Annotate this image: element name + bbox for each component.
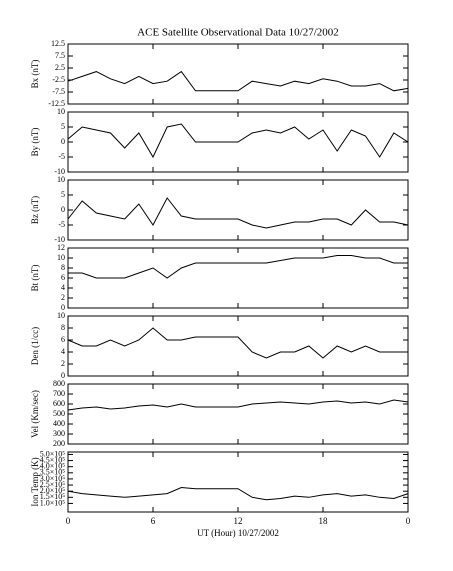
y-tick-label: 12 xyxy=(57,243,65,252)
y-tick-label: 4 xyxy=(61,283,65,292)
y-tick-label: 4.5×10⁵ xyxy=(40,455,66,464)
y-tick-label: -12.5 xyxy=(48,99,65,108)
y-axis-label: Bz (nT) xyxy=(30,196,40,224)
y-tick-label: 6 xyxy=(61,273,65,282)
y-tick-label: 1.5×10⁵ xyxy=(40,492,66,501)
y-tick-label: 5 xyxy=(61,122,65,131)
data-line xyxy=(67,327,408,359)
data-line xyxy=(68,255,408,279)
y-tick-label: 2.0×10⁵ xyxy=(40,486,66,495)
y-tick-label: 7.5 xyxy=(55,51,65,60)
chart-title: ACE Satellite Observational Data 10/27/2… xyxy=(137,27,339,39)
y-tick-label: 0 xyxy=(61,303,65,312)
y-tick-label: 4 xyxy=(61,347,65,356)
x-axis-label: UT (Hour) 10/27/2002 xyxy=(197,528,279,538)
data-line xyxy=(67,123,409,159)
y-tick-label: 200 xyxy=(53,439,65,448)
y-tick-label: 3.5×10⁵ xyxy=(40,468,66,477)
y-tick-label: 2.5×10⁵ xyxy=(40,480,66,489)
y-tick-label: 2 xyxy=(61,293,65,302)
x-tick-label: 12 xyxy=(234,516,243,526)
y-axis-label: Bx (nT) xyxy=(30,60,40,89)
y-tick-label: 10 xyxy=(57,253,65,262)
data-line xyxy=(67,197,409,229)
y-tick-label: 12.5 xyxy=(51,39,65,48)
data-line xyxy=(67,70,409,92)
y-tick-label: 0 xyxy=(61,205,65,214)
y-tick-label: 6 xyxy=(61,335,65,344)
x-tick-label: 6 xyxy=(151,516,156,526)
y-tick-label: 10 xyxy=(57,175,65,184)
y-tick-label: -2.5 xyxy=(52,75,65,84)
y-tick-label: 2.5 xyxy=(55,63,65,72)
y-tick-label: -5 xyxy=(58,220,65,229)
y-tick-label: 10 xyxy=(57,107,65,116)
y-tick-label: 0 xyxy=(61,371,65,380)
y-tick-label: 0 xyxy=(61,137,65,146)
y-tick-label: 500 xyxy=(53,409,65,418)
y-axis-label: By (nT) xyxy=(30,128,40,157)
y-tick-label: 3.0×10⁵ xyxy=(40,474,66,483)
y-tick-label: -5 xyxy=(58,152,65,161)
y-tick-label: 700 xyxy=(53,389,65,398)
data-line xyxy=(67,487,409,501)
y-axis-label: Vel (Km/sec) xyxy=(30,390,40,438)
y-axis-label: Bt (nT) xyxy=(30,265,40,292)
y-axis-label: Ion Temp (K) xyxy=(30,457,40,506)
y-tick-label: -10 xyxy=(54,235,65,244)
y-tick-label: 8 xyxy=(61,323,65,332)
y-tick-label: 800 xyxy=(53,379,65,388)
y-tick-label: 5 xyxy=(61,190,65,199)
y-tick-label: 10 xyxy=(57,311,65,320)
y-tick-label: -7.5 xyxy=(52,87,65,96)
y-tick-label: 2 xyxy=(61,359,65,368)
y-tick-label: 600 xyxy=(53,399,65,408)
y-axis-label: Den (1/cc) xyxy=(30,327,40,365)
x-tick-label: 18 xyxy=(319,516,329,526)
data-line xyxy=(67,399,409,411)
y-tick-label: 300 xyxy=(53,429,65,438)
y-tick-label: 4.0×10⁵ xyxy=(40,462,66,471)
y-tick-label: 1.0×10⁵ xyxy=(40,498,66,507)
x-tick-label: 0 xyxy=(66,516,71,526)
y-tick-label: 400 xyxy=(53,419,65,428)
y-tick-label: 5.0×10⁵ xyxy=(40,449,66,458)
x-tick-label: 0 xyxy=(406,516,411,526)
y-tick-label: 8 xyxy=(61,263,65,272)
y-tick-label: -10 xyxy=(54,167,65,176)
